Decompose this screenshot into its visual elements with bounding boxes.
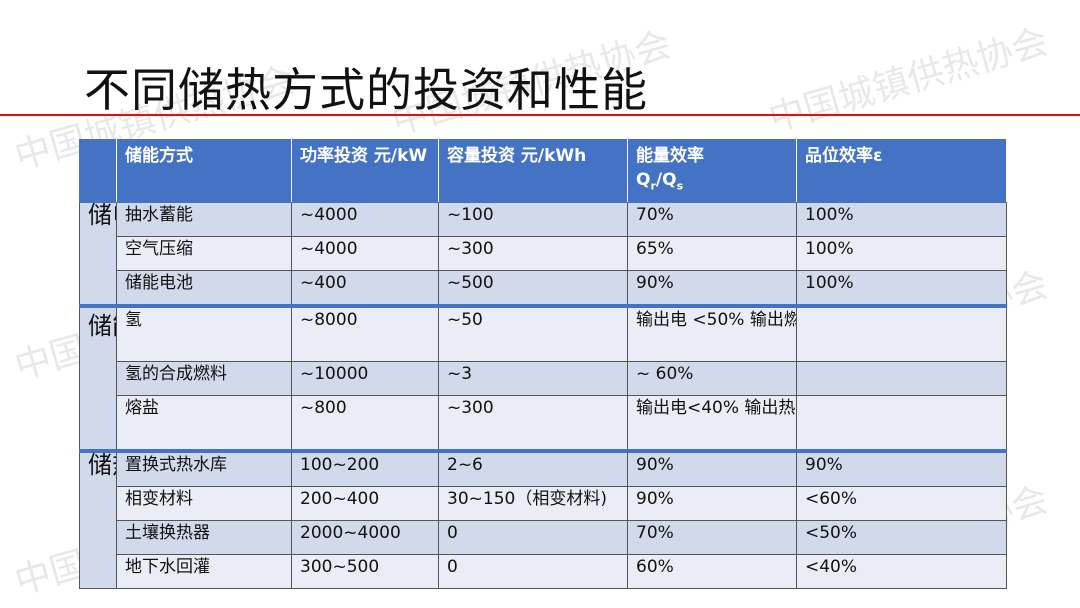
- cell-method: 储能电池: [116, 270, 292, 307]
- cell-power: ~800: [291, 395, 439, 452]
- cell-power: ~4000: [291, 202, 439, 237]
- formula-q: Q: [636, 170, 651, 190]
- cell-grade-eff: <50%: [796, 520, 1007, 555]
- cell-power: 200~400: [291, 486, 439, 521]
- cell-energy-eff: 60%: [627, 554, 797, 589]
- cell-energy-eff: 90%: [627, 270, 797, 307]
- cell-energy-eff: 90%: [627, 486, 797, 521]
- table-row: 土壤换热器 2000~4000 0 70% <50%: [80, 520, 1007, 555]
- header-energy-efficiency: 能量效率 Qr/Qs: [627, 139, 797, 203]
- cell-capacity: ~300: [438, 395, 628, 452]
- title-divider: [0, 114, 1080, 116]
- table-row: 氢的合成燃料 ~10000 ~3 ~ 60%: [80, 361, 1007, 396]
- cell-grade-eff: 100%: [796, 202, 1007, 237]
- cell-power: 300~500: [291, 554, 439, 589]
- header-power-investment: 功率投资 元/kW: [291, 139, 439, 203]
- cell-energy-eff: 输出电<40% 输出热<90%: [627, 395, 797, 452]
- storage-comparison-table: 储能方式 功率投资 元/kW 容量投资 元/kWh 能量效率 Qr/Qs 品位效…: [79, 139, 1007, 589]
- cell-capacity: 2~6: [438, 449, 628, 487]
- cell-capacity: ~50: [438, 304, 628, 362]
- table-row: 相变材料 200~400 30~150（相变材料) 90% <60%: [80, 486, 1007, 521]
- group-label-electricity: 储电: [79, 202, 117, 307]
- cell-method: 氢的合成燃料: [116, 361, 292, 396]
- cell-energy-eff: ~ 60%: [627, 361, 797, 396]
- header-capacity-investment: 容量投资 元/kWh: [438, 139, 628, 203]
- cell-method: 地下水回灌: [116, 554, 292, 589]
- cell-capacity: ~500: [438, 270, 628, 307]
- group-label-energy: 储能: [79, 304, 117, 452]
- cell-energy-eff: 70%: [627, 202, 797, 237]
- cell-grade-eff: [796, 395, 1007, 452]
- header-energy-efficiency-formula: Qr/Qs: [636, 168, 796, 198]
- cell-method: 置换式热水库: [116, 449, 292, 487]
- cell-method: 空气压缩: [116, 236, 292, 271]
- cell-method: 土壤换热器: [116, 520, 292, 555]
- cell-method: 相变材料: [116, 486, 292, 521]
- cell-method: 氢: [116, 304, 292, 362]
- cell-capacity: ~3: [438, 361, 628, 396]
- header-energy-efficiency-label: 能量效率: [636, 146, 704, 166]
- group-label-heat: 储热: [79, 449, 117, 589]
- cell-grade-eff: <60%: [796, 486, 1007, 521]
- cell-capacity: 30~150（相变材料): [438, 486, 628, 521]
- table-header-row: 储能方式 功率投资 元/kW 容量投资 元/kWh 能量效率 Qr/Qs 品位效…: [79, 139, 1007, 203]
- formula-qs: /Q: [655, 170, 677, 190]
- cell-energy-eff: 90%: [627, 449, 797, 487]
- cell-grade-eff: <40%: [796, 554, 1007, 589]
- cell-power: ~10000: [291, 361, 439, 396]
- cell-capacity: 0: [438, 554, 628, 589]
- cell-power: ~8000: [291, 304, 439, 362]
- table-row: 地下水回灌 300~500 0 60% <40%: [80, 554, 1007, 589]
- cell-power: 2000~4000: [291, 520, 439, 555]
- cell-capacity: ~300: [438, 236, 628, 271]
- cell-grade-eff: 100%: [796, 270, 1007, 307]
- cell-grade-eff: 90%: [796, 449, 1007, 487]
- cell-energy-eff: 输出电 <50% 输出燃料 <70%: [627, 304, 797, 362]
- cell-grade-eff: 100%: [796, 236, 1007, 271]
- formula-sub-r: r: [650, 179, 656, 193]
- cell-capacity: 0: [438, 520, 628, 555]
- cell-power: 100~200: [291, 449, 439, 487]
- cell-energy-eff: 70%: [627, 520, 797, 555]
- cell-power: ~4000: [291, 236, 439, 271]
- watermark: 中国城镇供热协会: [764, 21, 1053, 141]
- cell-power: ~400: [291, 270, 439, 307]
- table-row: 熔盐 ~800 ~300 输出电<40% 输出热<90%: [80, 395, 1007, 452]
- cell-method: 熔盐: [116, 395, 292, 452]
- table-row: 储热 置换式热水库 100~200 2~6 90% 90%: [79, 449, 1007, 589]
- table-row: 空气压缩 ~4000 ~300 65% 100%: [80, 236, 1007, 271]
- cell-grade-eff: [796, 361, 1007, 396]
- page-title: 不同储热方式的投资和性能: [84, 63, 648, 117]
- cell-energy-eff: 65%: [627, 236, 797, 271]
- cell-capacity: ~100: [438, 202, 628, 237]
- header-blank-cell: [79, 139, 117, 203]
- cell-grade-eff: [796, 304, 1007, 362]
- header-storage-method: 储能方式: [116, 139, 292, 203]
- table-row: 储电 抽水蓄能 ~4000 ~100 70% 100%: [79, 202, 1007, 307]
- table-row: 储能 氢 ~8000 ~50 输出电 <50% 输出燃料 <70%: [79, 304, 1007, 452]
- table-row: 储能电池 ~400 ~500 90% 100%: [80, 270, 1007, 307]
- cell-method: 抽水蓄能: [116, 202, 292, 237]
- formula-sub-s: s: [676, 179, 684, 193]
- header-grade-efficiency: 品位效率ε: [796, 139, 1007, 203]
